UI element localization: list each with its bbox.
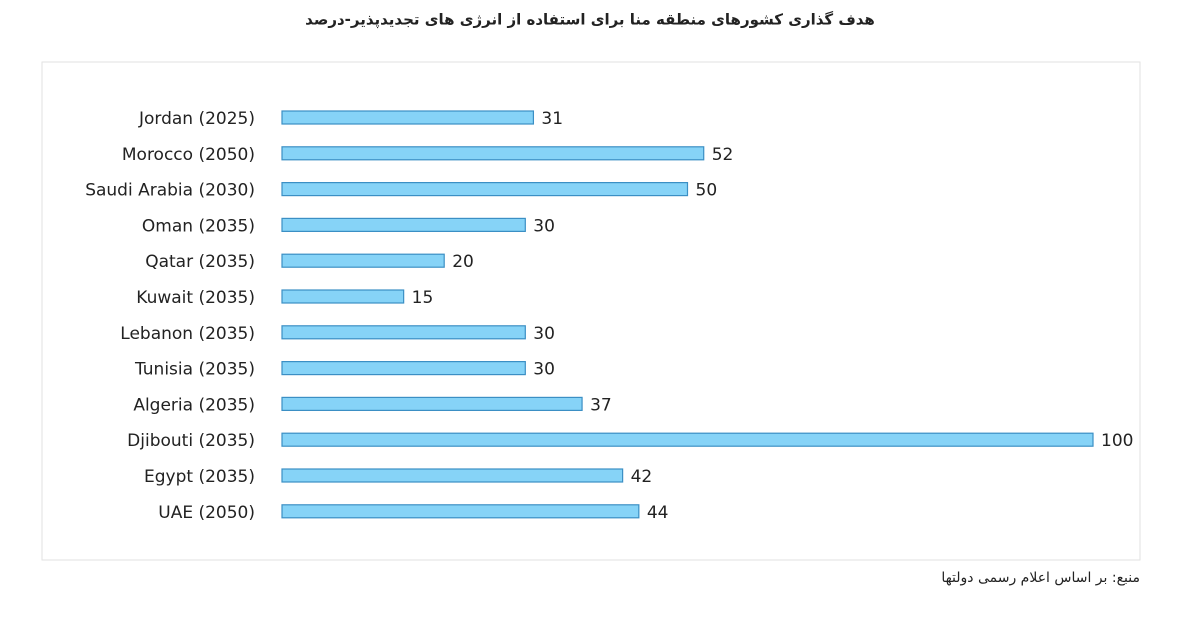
- category-label: Oman (2035): [142, 216, 255, 236]
- value-label: 42: [631, 467, 653, 487]
- chart-title: هدف گذاری کشورهای منطقه منا برای استفاده…: [305, 11, 875, 30]
- bar: [281, 110, 535, 125]
- category-label: Egypt (2035): [144, 467, 255, 487]
- bar: [281, 182, 689, 197]
- bar: [281, 253, 445, 268]
- value-label: 15: [412, 288, 434, 308]
- bar: [281, 396, 583, 411]
- value-label: 20: [452, 252, 474, 272]
- value-label: 37: [590, 395, 612, 415]
- category-label: Jordan (2025): [138, 109, 255, 129]
- category-label: Qatar (2035): [145, 252, 255, 272]
- value-label: 44: [647, 503, 669, 523]
- value-label: 30: [533, 324, 555, 344]
- bar: [281, 432, 1094, 447]
- value-label: 100: [1101, 431, 1133, 451]
- bar: [281, 325, 526, 340]
- bar: [281, 217, 526, 232]
- value-label: 30: [533, 216, 555, 236]
- category-label: Tunisia (2035): [134, 360, 255, 380]
- bar: [281, 361, 526, 376]
- bar: [281, 468, 624, 483]
- value-label: 50: [696, 181, 718, 201]
- value-label: 31: [541, 109, 563, 129]
- category-label: Morocco (2050): [122, 145, 255, 165]
- category-label: Kuwait (2035): [136, 288, 255, 308]
- plot-frame: [41, 61, 1141, 561]
- bar: [281, 289, 405, 304]
- source-note: منبع: بر اساس اعلام رسمی دولتها: [941, 570, 1140, 586]
- bar: [281, 504, 640, 519]
- bar: [281, 146, 705, 161]
- category-label: UAE (2050): [158, 503, 255, 523]
- category-label: Algeria (2035): [133, 395, 255, 415]
- value-label: 30: [533, 360, 555, 380]
- category-label: Djibouti (2035): [127, 431, 255, 451]
- category-label: Saudi Arabia (2030): [85, 181, 255, 201]
- value-label: 52: [712, 145, 734, 165]
- category-label: Lebanon (2035): [120, 324, 255, 344]
